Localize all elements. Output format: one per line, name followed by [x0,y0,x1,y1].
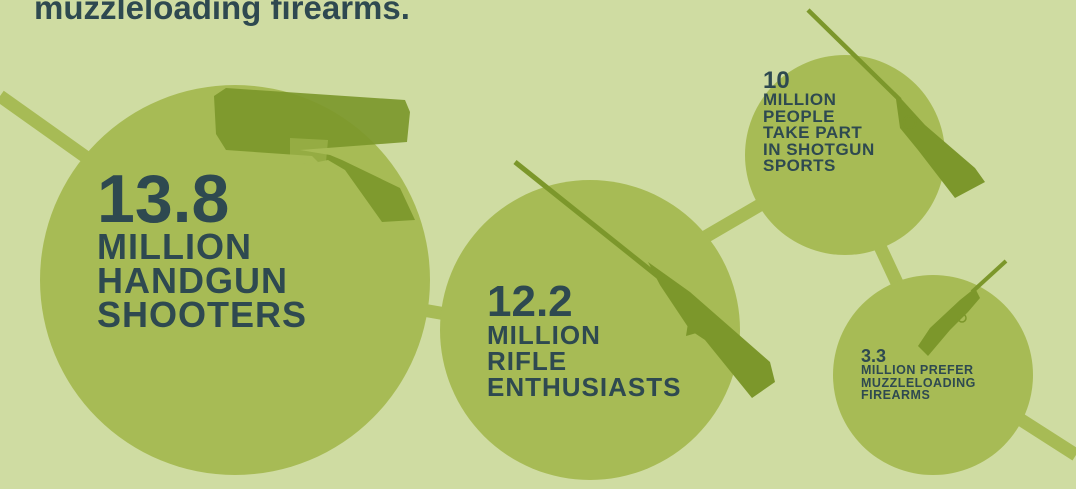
stat-label-line: MUZZLELOADING [861,375,976,390]
muzzleloader-icon [918,259,1008,356]
stat-rifle: 12.2 MILLION RIFLE ENTHUSIASTS [487,277,682,402]
stat-number: 13.8 [97,161,230,237]
stat-shotgun: 10 MILLION PEOPLE TAKE PART IN SHOTGUN S… [763,67,875,175]
stat-label-line: PEOPLE [763,106,835,126]
stat-label-line: IN SHOTGUN [763,139,875,159]
stat-label-line: SHOOTERS [97,294,308,335]
stat-label-line: RIFLE [487,346,568,376]
stat-label-line: MILLION [487,320,601,350]
stat-number: 10 [763,67,790,94]
stat-handgun: 13.8 MILLION HANDGUN SHOOTERS [97,161,308,335]
bubble-rifle [440,180,740,480]
stat-label-line: MILLION [763,90,837,109]
page-title: muzzleloading firearms. [34,0,410,26]
stat-label-line: FIREARMS [861,388,931,402]
stat-number: 3.3 [861,346,887,366]
stat-label-line: MILLION PREFER [861,363,974,377]
bubble-handgun [40,85,430,475]
bubble-shotgun [745,55,945,255]
stat-number: 12.2 [487,277,573,326]
stat-label-line: MILLION [97,226,252,267]
stat-muzzleloader: 3.3 MILLION PREFER MUZZLELOADING FIREARM… [861,346,976,402]
stat-label-line: ENTHUSIASTS [487,372,682,402]
rifle-icon [513,160,775,398]
stat-label-line: SPORTS [763,156,836,175]
shotgun-icon [806,8,985,198]
stat-label-line: HANDGUN [97,260,288,301]
stat-label-line: TAKE PART [763,123,863,142]
handgun-icon [214,88,415,222]
bubble-muzzleloader [833,275,1033,475]
